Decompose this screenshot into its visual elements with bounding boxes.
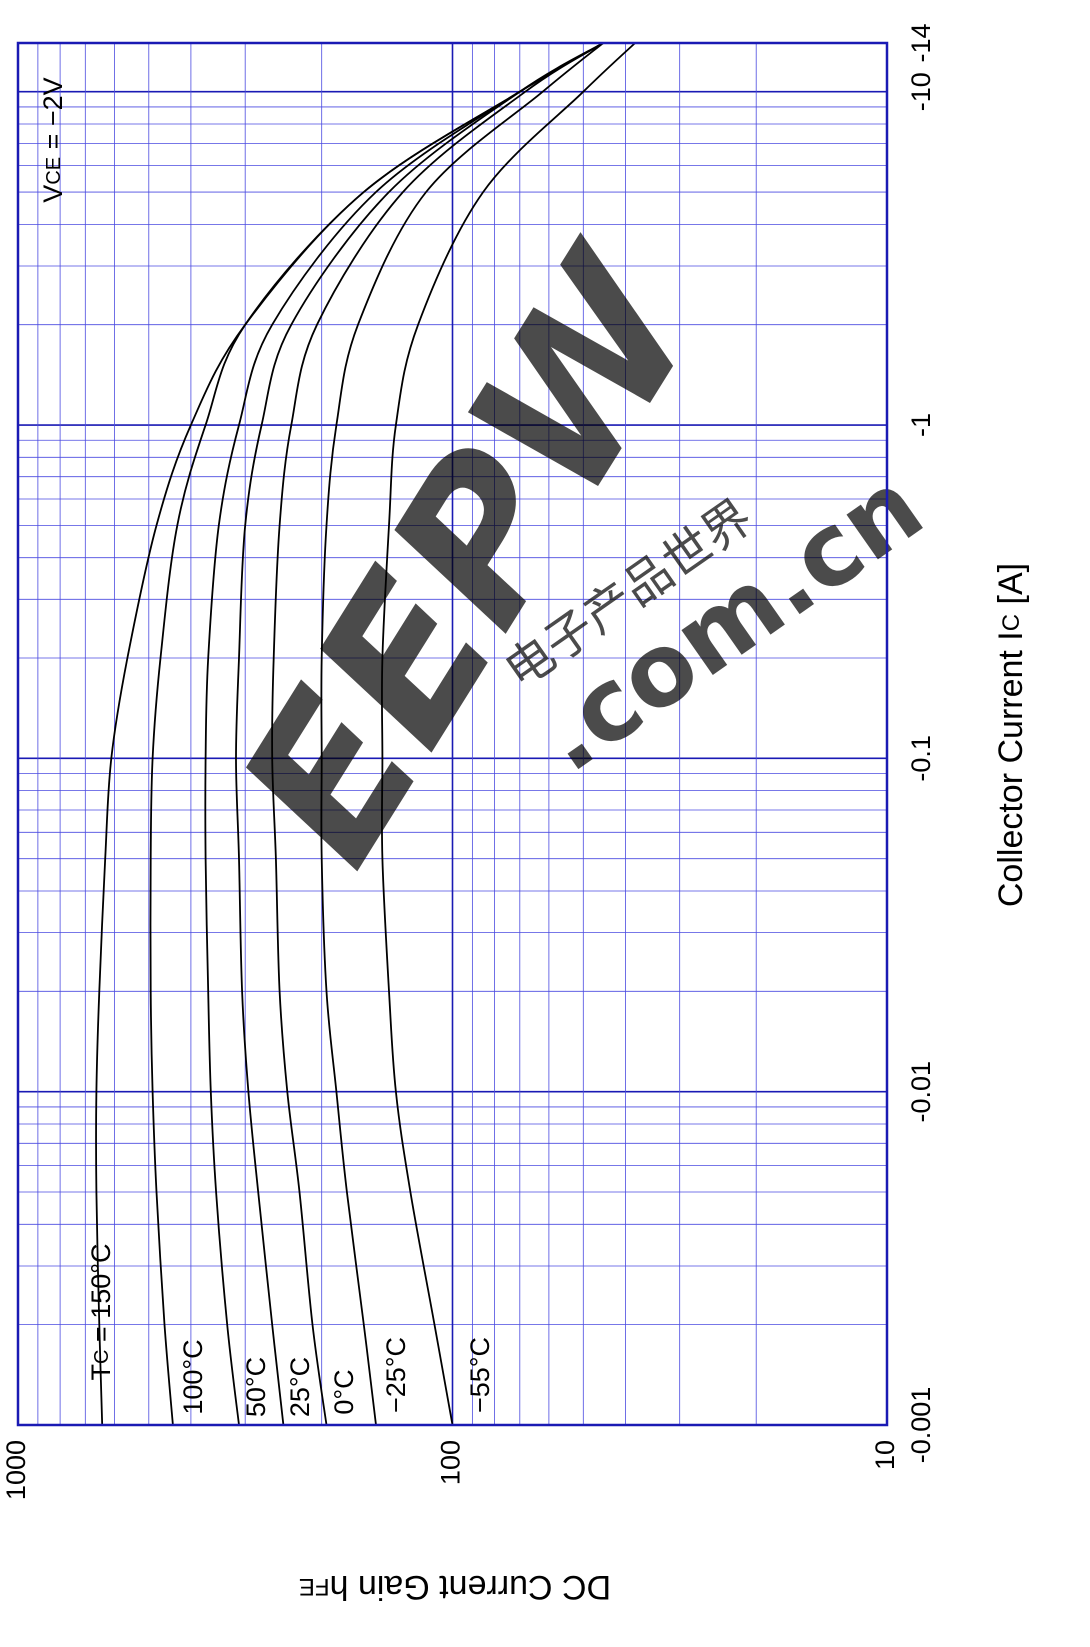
y-tick-label: 10 (870, 1440, 900, 1470)
series-line-5 (320, 42, 604, 1426)
x-tick-label: -14 (906, 23, 936, 62)
series-label: 50°C (241, 1357, 271, 1417)
series-line-3 (235, 42, 604, 1426)
series-label: 25°C (285, 1357, 315, 1417)
series-line-2 (204, 42, 604, 1426)
x-tick-label: -0.01 (906, 1061, 936, 1123)
x-axis-title: Collector Current IC [A] (992, 563, 1030, 907)
series-line-6 (381, 42, 636, 1426)
series-label: 100°C (178, 1339, 208, 1414)
series-label: −25°C (381, 1337, 411, 1413)
labels: -0.001 -0.01 -0.1 -1 -10 -14 10 100 1000 Collecto… (1, 23, 1030, 1606)
vce-annotation: VCE = −2V (38, 77, 68, 202)
x-tick-label: -10 (906, 72, 936, 111)
x-tick-label: -1 (906, 413, 936, 437)
series-label: 0°C (329, 1369, 359, 1414)
plot-border (16, 41, 889, 1427)
y-tick-label: 1000 (1, 1440, 31, 1500)
series-label: −55°C (465, 1337, 495, 1413)
plot-frame (16, 41, 889, 1427)
curves (95, 42, 636, 1426)
series-label: TC = 150°C (86, 1243, 116, 1380)
x-tick-label: -0.001 (906, 1387, 936, 1464)
eepw-watermark: EEPW .com.cn 电子产品世界 (195, 211, 943, 901)
y-tick-label: 100 (436, 1440, 466, 1485)
y-axis-title: DC Current Gain hFE (299, 1568, 611, 1606)
x-tick-label: -0.1 (906, 735, 936, 782)
series-line-4 (271, 42, 604, 1426)
series-line-1 (149, 42, 604, 1426)
